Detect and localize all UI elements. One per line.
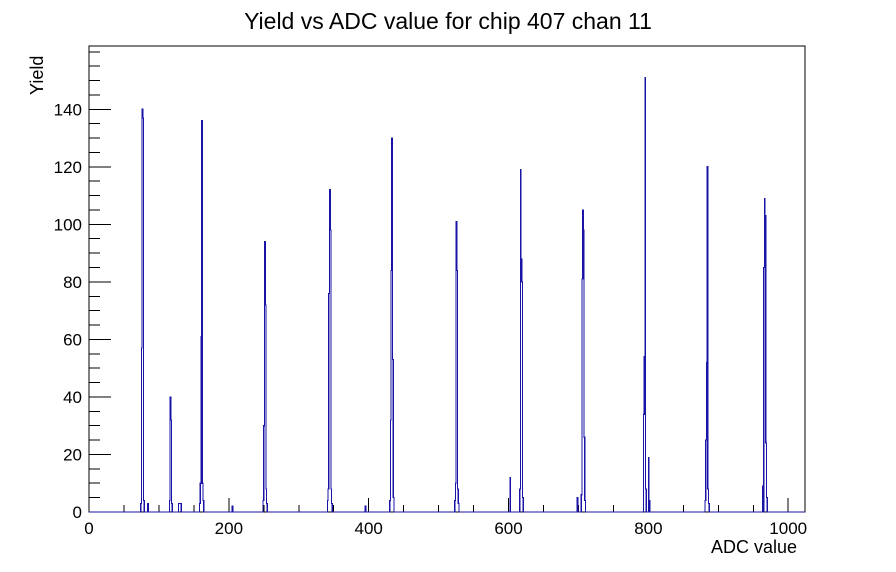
x-tick-label: 0	[84, 519, 93, 538]
x-tick-label: 600	[494, 519, 522, 538]
x-tick-label: 800	[634, 519, 662, 538]
y-tick-label: 20	[63, 445, 82, 464]
y-tick-label: 60	[63, 330, 82, 349]
x-tick-label: 200	[215, 519, 243, 538]
chart-title: Yield vs ADC value for chip 407 chan 11	[244, 8, 652, 34]
y-tick-label: 140	[54, 100, 82, 119]
y-tick-label: 80	[63, 273, 82, 292]
x-axis-title: ADC value	[710, 537, 797, 557]
histogram-line	[89, 77, 805, 513]
y-tick-label: 100	[54, 215, 82, 234]
plot-frame	[88, 45, 806, 513]
y-tick-label: 40	[63, 388, 82, 407]
y-tick-label: 0	[73, 503, 82, 522]
x-tick-label: 400	[355, 519, 383, 538]
y-tick-label: 120	[54, 158, 82, 177]
x-tick-label: 1000	[769, 519, 807, 538]
